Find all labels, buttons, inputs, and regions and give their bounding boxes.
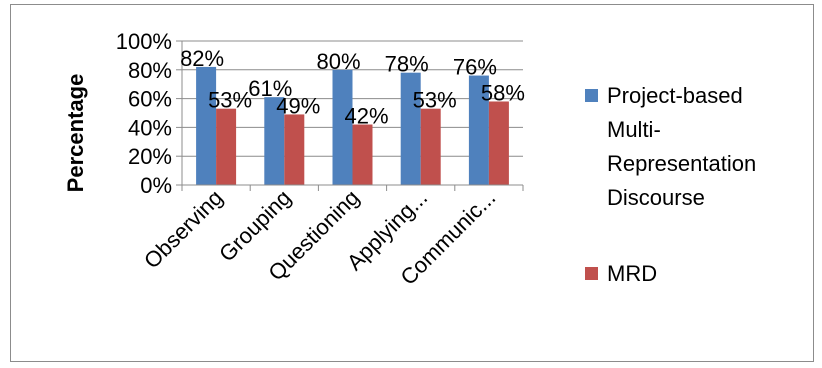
bar bbox=[216, 108, 237, 185]
y-tick-label: 0% bbox=[140, 173, 172, 198]
legend-swatch bbox=[585, 89, 598, 102]
bar bbox=[264, 97, 285, 185]
y-tick-label: 80% bbox=[128, 58, 172, 83]
legend-label: Discourse bbox=[607, 185, 705, 210]
x-axis-ticks: ObservingGroupingQuestioningApplying...C… bbox=[139, 185, 524, 290]
legend-label: Project-based bbox=[607, 83, 743, 108]
bar bbox=[196, 66, 217, 185]
data-label: 42% bbox=[344, 104, 388, 129]
data-label: 53% bbox=[208, 88, 252, 113]
data-label: 82% bbox=[180, 46, 224, 71]
data-label: 53% bbox=[413, 88, 457, 113]
data-label: 78% bbox=[385, 52, 429, 77]
bar-chart: 0% 20% 40% 60% 80% 100% ObservingGroupingQues… bbox=[63, 29, 756, 290]
y-axis-label: Percentage bbox=[63, 74, 88, 193]
data-label: 61% bbox=[248, 76, 292, 101]
data-label: 58% bbox=[481, 80, 525, 105]
x-tick-label: Observing bbox=[139, 185, 228, 274]
data-label: 76% bbox=[453, 55, 497, 80]
bar bbox=[284, 114, 305, 185]
y-tick-label: 60% bbox=[128, 87, 172, 112]
y-axis-ticks: 0% 20% 40% 60% 80% 100% bbox=[116, 29, 182, 198]
bar bbox=[488, 101, 509, 185]
y-tick-label: 20% bbox=[128, 144, 172, 169]
data-label: 49% bbox=[276, 93, 320, 118]
bar bbox=[332, 69, 353, 185]
bar bbox=[468, 75, 489, 185]
legend-label: MRD bbox=[607, 261, 657, 286]
bar bbox=[352, 124, 373, 185]
data-labels: 82%53%61%49%80%42%78%53%76%58% bbox=[180, 46, 525, 129]
bar bbox=[420, 108, 441, 185]
legend: Project-based Multi- Representation Discour… bbox=[585, 83, 756, 286]
y-tick-label: 40% bbox=[128, 115, 172, 140]
bars bbox=[196, 66, 509, 185]
axes bbox=[181, 41, 523, 186]
legend-swatch bbox=[585, 267, 598, 280]
bar bbox=[400, 72, 421, 185]
chart-frame: 0% 20% 40% 60% 80% 100% Observing Grouping Ques… bbox=[10, 4, 814, 362]
y-tick-label: 100% bbox=[116, 29, 172, 54]
legend-label: Multi- bbox=[607, 117, 661, 142]
legend-label: Representation bbox=[607, 151, 756, 176]
data-label: 80% bbox=[316, 49, 360, 74]
